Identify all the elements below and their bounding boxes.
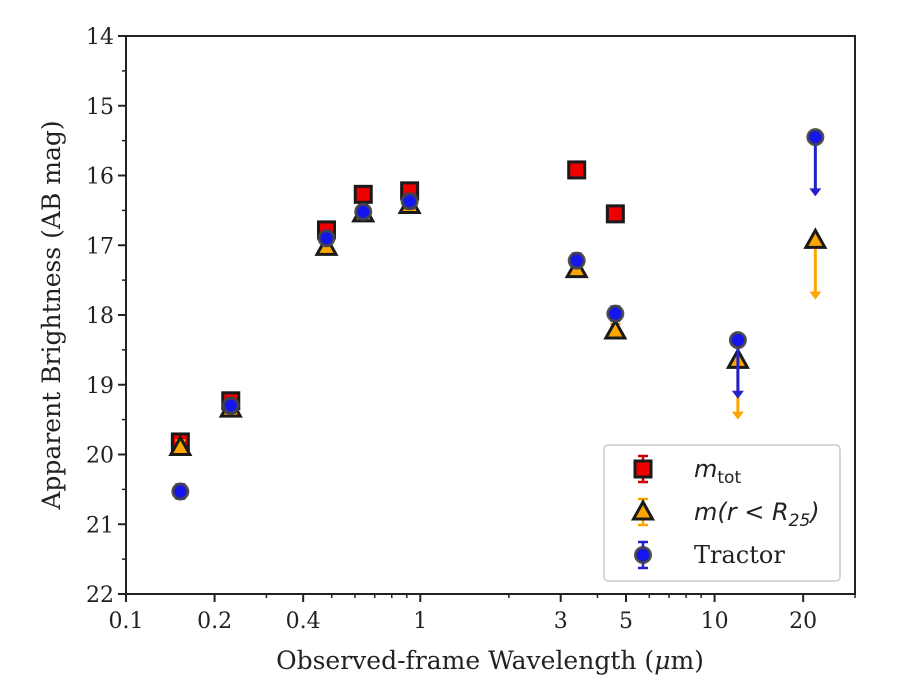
- y-tick-label-6: 20: [86, 444, 114, 469]
- legend-marker-mr25: [630, 498, 656, 521]
- legend-label-mr25: m(r < R25): [694, 498, 820, 531]
- tractor-point-1: [221, 396, 240, 415]
- tractor-point-4: [400, 192, 419, 211]
- y-tick-label-4: 18: [86, 304, 114, 329]
- x-tick-label-1: 0.2: [197, 609, 232, 634]
- mr25-upper-limit-arrow-1: [809, 240, 822, 300]
- y-tick-label-1: 15: [86, 95, 114, 120]
- tractor-point-0: [171, 482, 190, 501]
- data-marks: [168, 128, 828, 501]
- y-tick-label-7: 21: [86, 513, 114, 538]
- legend: mtot m(r < R25) Tractor: [603, 444, 841, 582]
- series-mtot: [170, 160, 625, 452]
- mtot-point-6: [605, 204, 625, 224]
- mr25-point-6: [603, 317, 628, 340]
- y-tick-label-3: 17: [86, 234, 114, 259]
- legend-box: [603, 444, 841, 582]
- x-tick-label-2: 0.4: [286, 609, 321, 634]
- y-tick-label-8: 22: [86, 583, 114, 608]
- x-tick-label-7: 20: [789, 609, 817, 634]
- mtot-point-5: [567, 160, 587, 180]
- tractor-limit-point-0: [728, 331, 747, 350]
- tractor-point-2: [317, 229, 336, 248]
- tractor-point-5: [567, 251, 586, 270]
- legend-entry-mr25: m(r < R25): [630, 497, 820, 531]
- y-tick-label-0: 14: [86, 25, 114, 50]
- x-tick-label-4: 3: [554, 609, 568, 634]
- axis-ticks: 14 15 16 17 18 19 20 21 220.1 0.2 0.4 1 3 5 10 20: [86, 25, 856, 634]
- x-tick-label-5: 5: [619, 609, 633, 634]
- tractor-limit-point-1: [806, 128, 825, 147]
- x-axis-title: Observed-frame Wavelength (μm): [276, 646, 704, 675]
- tractor-point-6: [606, 304, 625, 323]
- legend-marker-mtot: [633, 459, 653, 479]
- y-tick-label-2: 16: [86, 165, 114, 190]
- series-tractor: [171, 128, 825, 501]
- tractor-point-3: [354, 202, 373, 221]
- legend-entry-tractor: Tractor: [634, 540, 785, 570]
- x-tick-label-0: 0.1: [109, 609, 144, 634]
- y-tick-label-5: 19: [86, 374, 114, 399]
- plot-frame: [125, 35, 856, 595]
- legend-label-tractor: Tractor: [694, 541, 785, 569]
- mr25-point-0: [168, 434, 193, 457]
- legend-entry-mtot: mtot: [633, 454, 741, 488]
- y-axis-title: Apparent Brightness (AB mag): [37, 120, 66, 510]
- series-mr25: [168, 192, 828, 457]
- mtot-point-3: [353, 184, 373, 204]
- x-tick-label-3: 1: [413, 609, 427, 634]
- legend-marker-tractor: [634, 546, 652, 564]
- legend-label-mtot: mtot: [694, 455, 741, 488]
- mr25-limit-point-1: [803, 227, 828, 249]
- x-tick-label-6: 10: [701, 609, 729, 634]
